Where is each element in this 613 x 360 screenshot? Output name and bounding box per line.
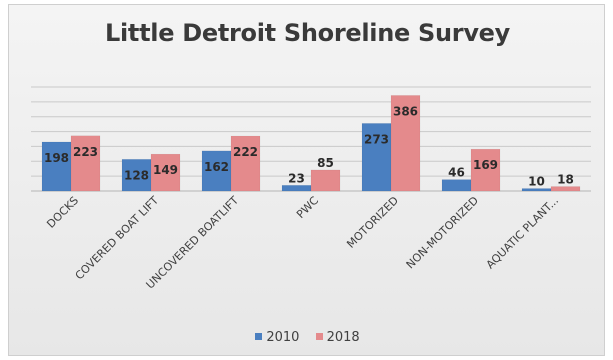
data-label-2010-0: 198: [44, 151, 69, 165]
bar-2010-0: [41, 141, 72, 192]
data-label-2018-6: 18: [557, 173, 574, 187]
chart-frame: Little Detroit Shoreline Survey 198 223 DO…: [8, 4, 605, 356]
bar-2010-5: [441, 179, 472, 192]
data-label-2010-2: 162: [204, 160, 229, 174]
category-label-4: MOTORIZED: [344, 194, 401, 251]
legend-label-2010: 2010: [266, 330, 300, 345]
chart-title: Little Detroit Shoreline Survey: [105, 19, 510, 47]
data-label-2018-0: 223: [73, 145, 98, 159]
legend-item-2010: 2010: [255, 330, 299, 345]
category-label-5: NON-MOTORIZED: [404, 194, 481, 271]
legend-swatch-2018: [315, 333, 323, 340]
bar-2010-1: [121, 159, 152, 192]
legend-label-2018: 2018: [326, 330, 360, 345]
bar-2018-3: [310, 169, 341, 192]
legend-item-2018: 2018: [315, 330, 360, 345]
category-label-6: AQUATIC PLANT...: [484, 194, 561, 271]
bar-2010-4: [361, 123, 392, 192]
bar-2018-2: [230, 135, 261, 192]
data-label-2018-4: 386: [393, 104, 418, 118]
bar-2018-5: [470, 148, 501, 192]
data-label-2018-3: 85: [317, 156, 334, 170]
bar-2018-6: [550, 186, 581, 192]
legend-swatch-2010: [255, 333, 263, 340]
bar-2010-6: [521, 188, 552, 192]
category-label-2: UNCOVERED BOATLIFT: [144, 194, 242, 292]
category-label-1: COVERED BOAT LIFT: [73, 194, 162, 283]
plot-area: 198 223 DOCKS 128 149 COVERED BOAT LIFT 162 222…: [31, 86, 591, 292]
bar-2018-4: [390, 95, 421, 192]
data-label-2010-4: 273: [364, 132, 389, 146]
bar-2018-1: [150, 153, 181, 192]
data-label-2010-3: 23: [288, 171, 305, 185]
bar-2010-3: [281, 185, 312, 192]
data-label-2010-5: 46: [448, 166, 465, 180]
bar-2018-0: [70, 135, 101, 192]
category-label-3: PWC: [294, 194, 321, 221]
data-label-2010-6: 10: [528, 175, 545, 189]
data-label-2018-1: 149: [153, 163, 178, 177]
legend: 2010 2018: [9, 330, 606, 345]
category-label-0: DOCKS: [44, 194, 81, 231]
data-label-2018-5: 169: [473, 158, 498, 172]
data-label-2018-2: 222: [233, 145, 258, 159]
data-label-2010-1: 128: [124, 168, 149, 182]
bar-2010-2: [201, 150, 232, 192]
